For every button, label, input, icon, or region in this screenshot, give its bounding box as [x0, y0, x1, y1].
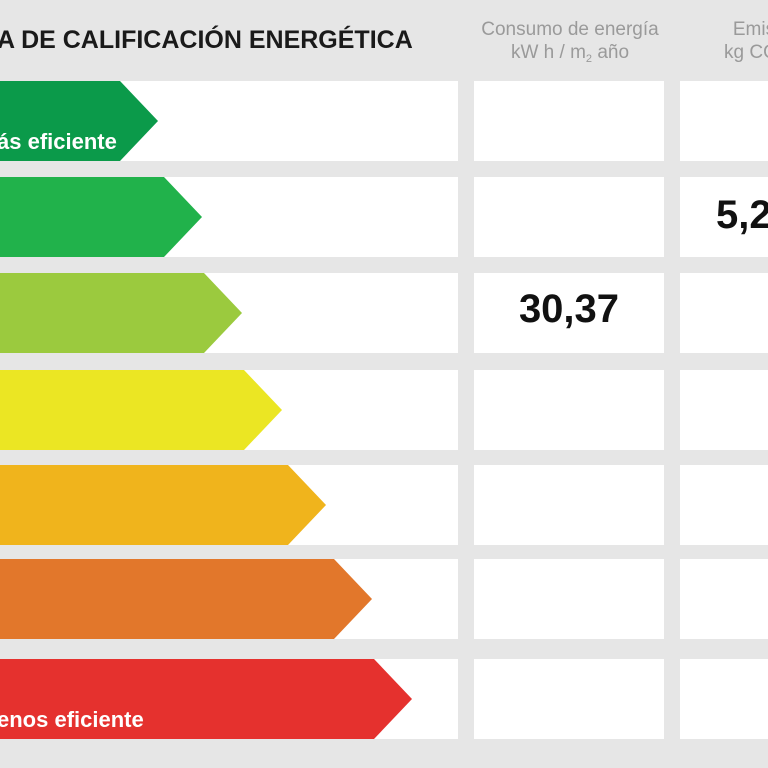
emisiones-cell [680, 177, 768, 257]
consumo-cell [474, 559, 664, 639]
page-title: A DE CALIFICACIÓN ENERGÉTICA [0, 26, 413, 54]
rating-band-label: ás eficiente [0, 129, 117, 154]
rating-band-7: enos eficiente [0, 659, 412, 739]
consumo-cell [474, 370, 664, 450]
column-header-emisiones-line1: Emis [732, 19, 768, 40]
rating-band-5 [0, 465, 326, 545]
consumo-cell [474, 81, 664, 161]
emisiones-cell [680, 465, 768, 545]
emisiones-cell [680, 559, 768, 639]
emisiones-cell [680, 273, 768, 353]
rating-band-3 [0, 273, 242, 353]
column-header-emisiones-line2: kg CO2 [724, 42, 768, 63]
rating-band-2 [0, 177, 202, 257]
column-header-consumo-line2: kW h / m2 año [510, 42, 630, 65]
consumo-cell [474, 465, 664, 545]
emisiones-cell [680, 659, 768, 739]
rating-band-6 [0, 559, 372, 639]
emisiones-cell [680, 370, 768, 450]
value-consumo: 30,37 [518, 287, 620, 331]
column-header-consumo: Consumo de energía kW h / m2 año [474, 18, 666, 71]
column-header-consumo-line1: Consumo de energía [481, 19, 659, 40]
consumo-cell [474, 273, 664, 353]
rating-band-1: ás eficiente [0, 81, 158, 161]
column-header-emisiones: Emis kg CO2 [694, 18, 768, 71]
consumo-cell [474, 177, 664, 257]
value-emisiones: 5,2 [716, 193, 768, 237]
consumo-cell [474, 659, 664, 739]
rating-band-label: enos eficiente [0, 707, 144, 732]
emisiones-cell [680, 81, 768, 161]
rating-band-4 [0, 370, 282, 450]
